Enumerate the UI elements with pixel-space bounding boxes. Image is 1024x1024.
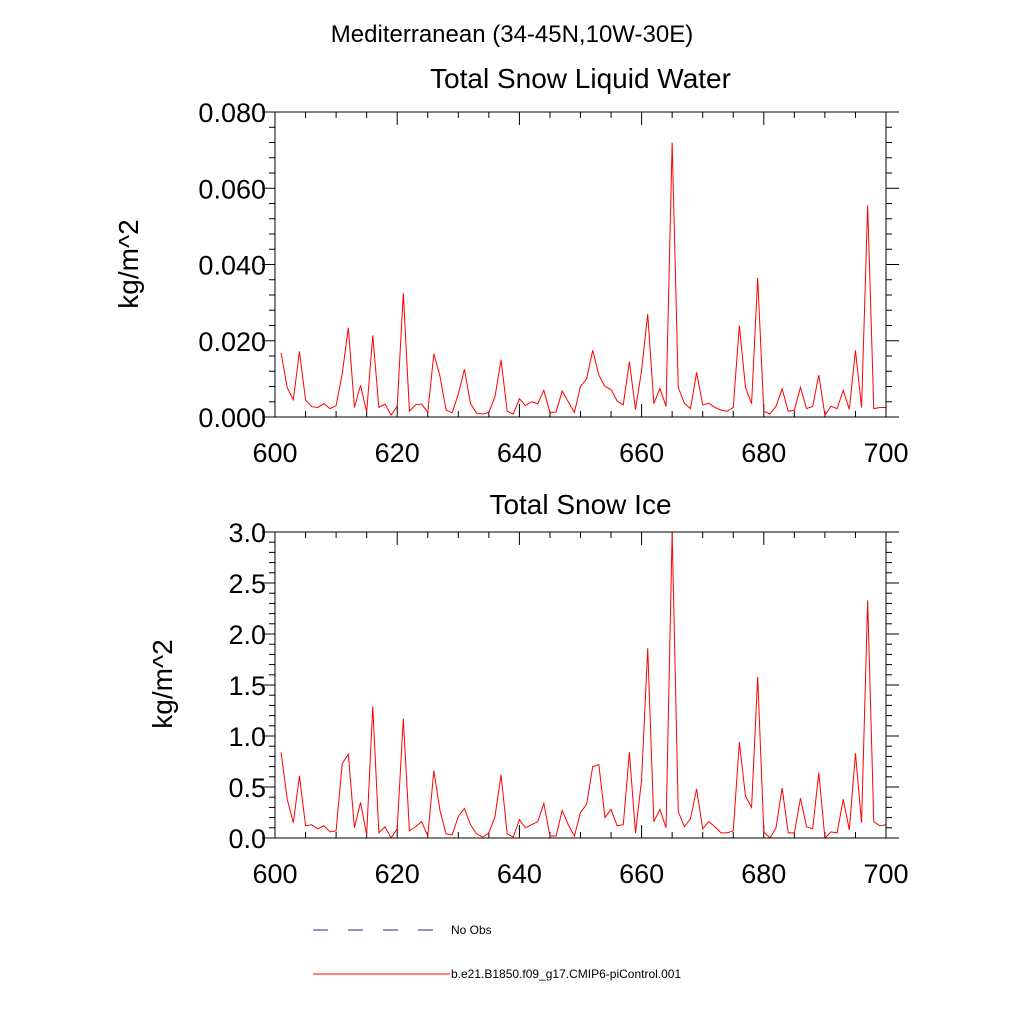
y-tick-label: 0.0: [228, 824, 266, 854]
x-tick-label: 660: [619, 438, 664, 468]
plot-frame: [274, 111, 887, 418]
x-tick-label: 700: [863, 438, 908, 468]
y-tick-label: 1.5: [228, 671, 266, 701]
y-tick-label: 1.0: [228, 722, 266, 752]
y-tick-label: 0.080: [198, 98, 266, 128]
y-tick-label: 0.060: [198, 174, 266, 204]
x-tick-label: 660: [619, 859, 664, 889]
y-axis-label: kg/m^2: [147, 639, 178, 728]
y-tick-label: 3.0: [228, 518, 266, 548]
y-tick-label: 0.000: [198, 403, 266, 433]
y-tick-label: 2.0: [228, 620, 266, 650]
y-tick-label: 2.5: [228, 569, 266, 599]
x-tick-label: 600: [252, 438, 297, 468]
x-tick-label: 700: [863, 859, 908, 889]
y-tick-label: 0.020: [198, 327, 266, 357]
x-tick-label: 680: [741, 438, 786, 468]
y-axis-label: kg/m^2: [113, 219, 144, 308]
plot-title: Total Snow Liquid Water: [430, 63, 731, 94]
x-tick-label: 640: [497, 438, 542, 468]
panel-bottom: 600 620 640 660 680 700 0.0 0.5 1.0 1.5 2.0 2.5 3.0 T…: [147, 489, 909, 889]
x-tick-label: 600: [252, 859, 297, 889]
panel-top: 600 620 640 660 680 700 0.000 0.020 0.040 0.060 0.…: [113, 63, 909, 468]
legend: No Obs b.e21.B1850.f09_g17.CMIP6-piContr…: [313, 923, 681, 981]
plot-title: Total Snow Ice: [489, 489, 671, 520]
x-tick-label: 640: [497, 859, 542, 889]
plot-frame: [274, 531, 887, 839]
series-line: [280, 531, 886, 838]
axes: 600 620 640 660 680 700 0.0 0.5 1.0 1.5 2.0 2.5 3.0: [228, 518, 908, 889]
legend-model-label: b.e21.B1850.f09_g17.CMIP6-piControl.001: [451, 967, 681, 981]
x-tick-label: 680: [741, 859, 786, 889]
figure-suptitle: Mediterranean (34-45N,10W-30E): [331, 21, 693, 48]
x-tick-label: 620: [375, 859, 420, 889]
y-tick-label: 0.040: [198, 251, 266, 281]
legend-obs-label: No Obs: [451, 923, 492, 937]
y-tick-label: 0.5: [228, 773, 266, 803]
axes: 600 620 640 660 680 700 0.000 0.020 0.040 0.060 0.…: [198, 98, 908, 468]
series-line: [280, 142, 886, 417]
x-tick-label: 620: [375, 438, 420, 468]
